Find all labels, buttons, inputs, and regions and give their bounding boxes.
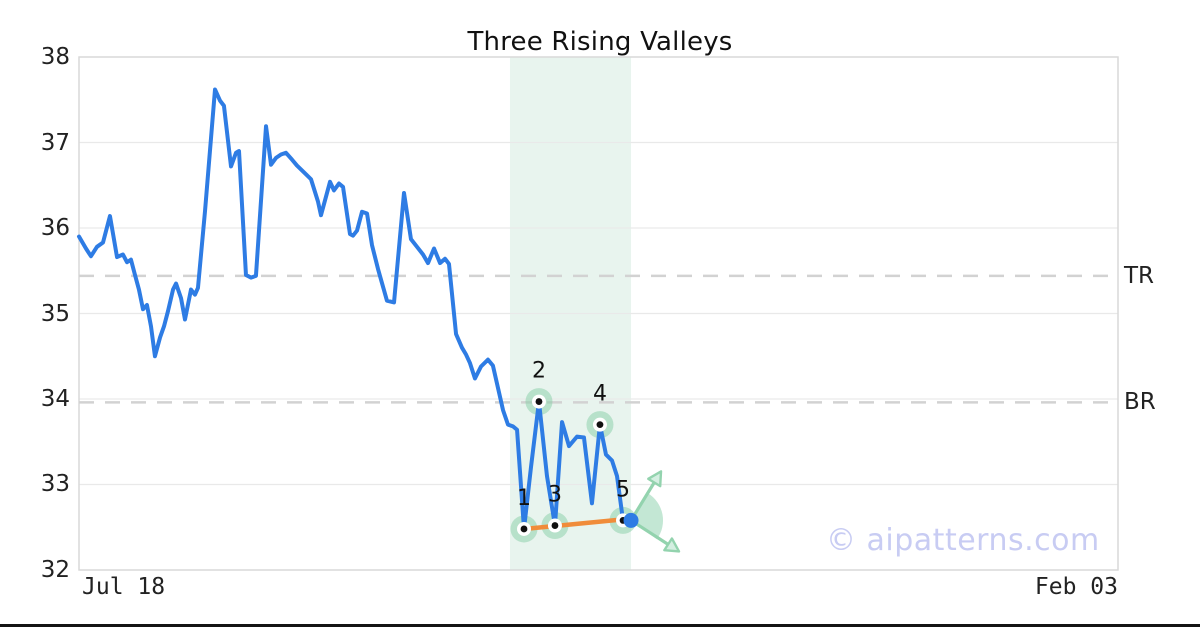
level-label-tr: TR: [1124, 263, 1155, 289]
y-tick-35: 35: [40, 301, 70, 327]
valley-trendline: [521, 516, 632, 532]
bottom-accent-bar: [0, 624, 1200, 627]
plot-border: [78, 56, 1119, 571]
current-price-dot: [623, 512, 639, 528]
projection-down-arrow-head: [663, 537, 681, 553]
y-tick-37: 37: [40, 130, 70, 156]
projection-fan: [631, 493, 664, 540]
marker-label-3: 3: [548, 483, 562, 508]
marker-dot-4: [596, 421, 604, 429]
x-tick-end: Feb 03: [1034, 574, 1118, 600]
watermark: © aipatterns.com: [826, 523, 1100, 558]
y-tick-36: 36: [40, 215, 70, 241]
y-tick-32: 32: [40, 557, 70, 583]
level-label-br: BR: [1124, 389, 1156, 415]
marker-label-5: 5: [616, 477, 630, 502]
marker-label-1: 1: [517, 486, 531, 511]
marker-dot-2: [535, 398, 543, 405]
y-tick-38: 38: [40, 44, 70, 70]
y-tick-33: 33: [40, 471, 70, 497]
x-tick-start: Jul 18: [82, 574, 166, 600]
marker-dot-3: [551, 522, 559, 529]
projection-up-arrow-head: [647, 470, 663, 488]
marker-label-4: 4: [593, 382, 607, 407]
price-line: [77, 87, 634, 531]
y-tick-34: 34: [40, 386, 70, 412]
marker-dot-1: [520, 525, 528, 533]
marker-label-2: 2: [532, 359, 546, 384]
chart-title: Three Rising Valleys: [467, 27, 733, 57]
